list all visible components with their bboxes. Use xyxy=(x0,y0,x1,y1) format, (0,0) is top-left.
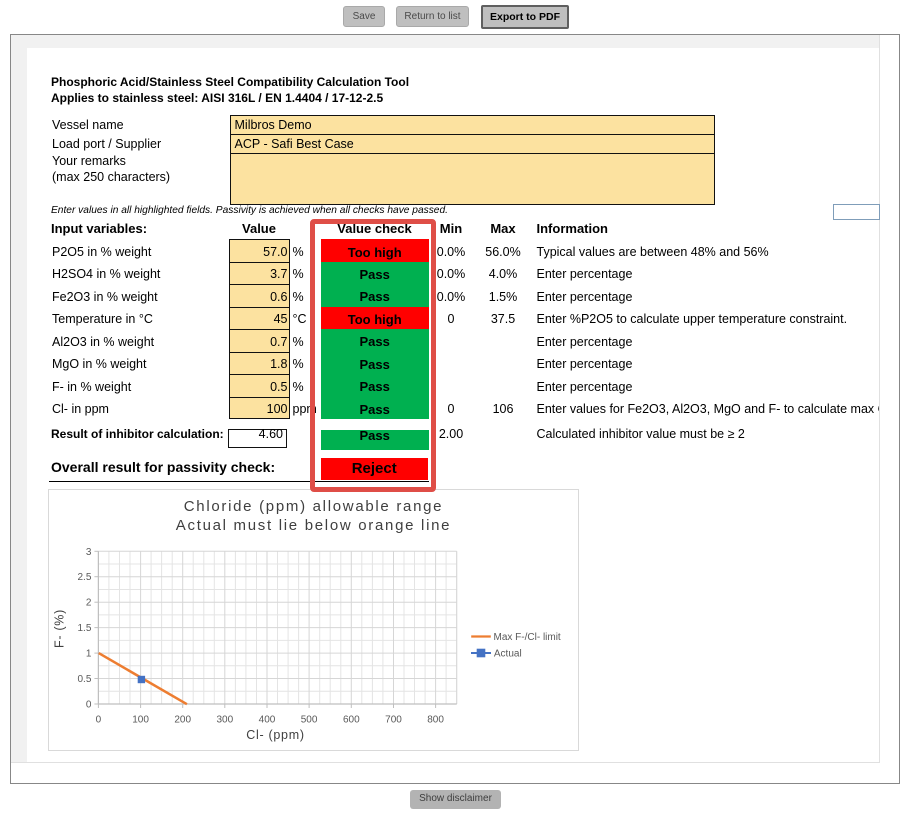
svg-text:300: 300 xyxy=(216,715,233,726)
svg-text:200: 200 xyxy=(174,715,191,726)
svg-text:700: 700 xyxy=(385,715,402,726)
svg-text:3: 3 xyxy=(86,547,92,558)
svg-text:Cl- (ppm): Cl- (ppm) xyxy=(246,728,304,742)
svg-text:2: 2 xyxy=(86,598,92,609)
svg-text:0: 0 xyxy=(86,700,92,711)
svg-text:400: 400 xyxy=(259,715,276,726)
svg-text:F- (%): F- (%) xyxy=(53,609,67,648)
svg-text:500: 500 xyxy=(301,715,318,726)
svg-text:1.5: 1.5 xyxy=(77,623,91,634)
svg-text:0: 0 xyxy=(96,715,102,726)
svg-text:2.5: 2.5 xyxy=(77,572,91,583)
svg-text:Actual: Actual xyxy=(494,649,522,660)
svg-text:800: 800 xyxy=(427,715,444,726)
svg-text:100: 100 xyxy=(132,715,149,726)
svg-text:600: 600 xyxy=(343,715,360,726)
svg-text:Max F-/Cl- limit: Max F-/Cl- limit xyxy=(494,632,561,643)
svg-text:0.5: 0.5 xyxy=(77,674,91,685)
svg-text:1: 1 xyxy=(86,649,92,660)
